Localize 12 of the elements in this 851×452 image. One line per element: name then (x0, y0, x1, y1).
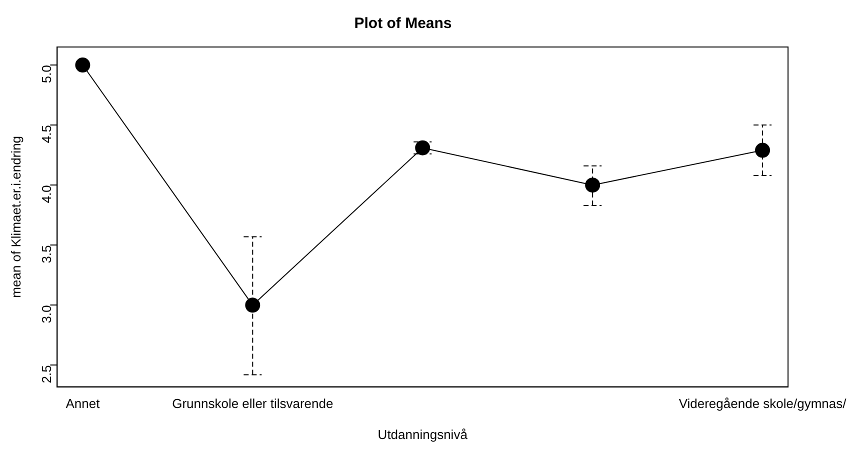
x-axis-title: Utdanningsnivå (378, 426, 468, 442)
y-tick-label: 2.5 (38, 365, 54, 384)
y-tick-label: 5.0 (38, 65, 54, 84)
x-tick-label: Videregående skole/gymnas/ (678, 396, 847, 412)
y-tick-label: 4.5 (38, 125, 54, 144)
y-tick-label: 3.5 (38, 245, 54, 264)
x-tick-label: Annet (66, 396, 100, 412)
x-tick-label: Grunnskole eller tilsvarende (172, 396, 334, 412)
y-tick-label: 3.0 (38, 305, 54, 324)
chart-title: Plot of Means (354, 15, 452, 32)
y-axis-title: mean of Klimaet.er.i.endring (8, 136, 24, 298)
y-tick-label: 4.0 (38, 185, 54, 204)
